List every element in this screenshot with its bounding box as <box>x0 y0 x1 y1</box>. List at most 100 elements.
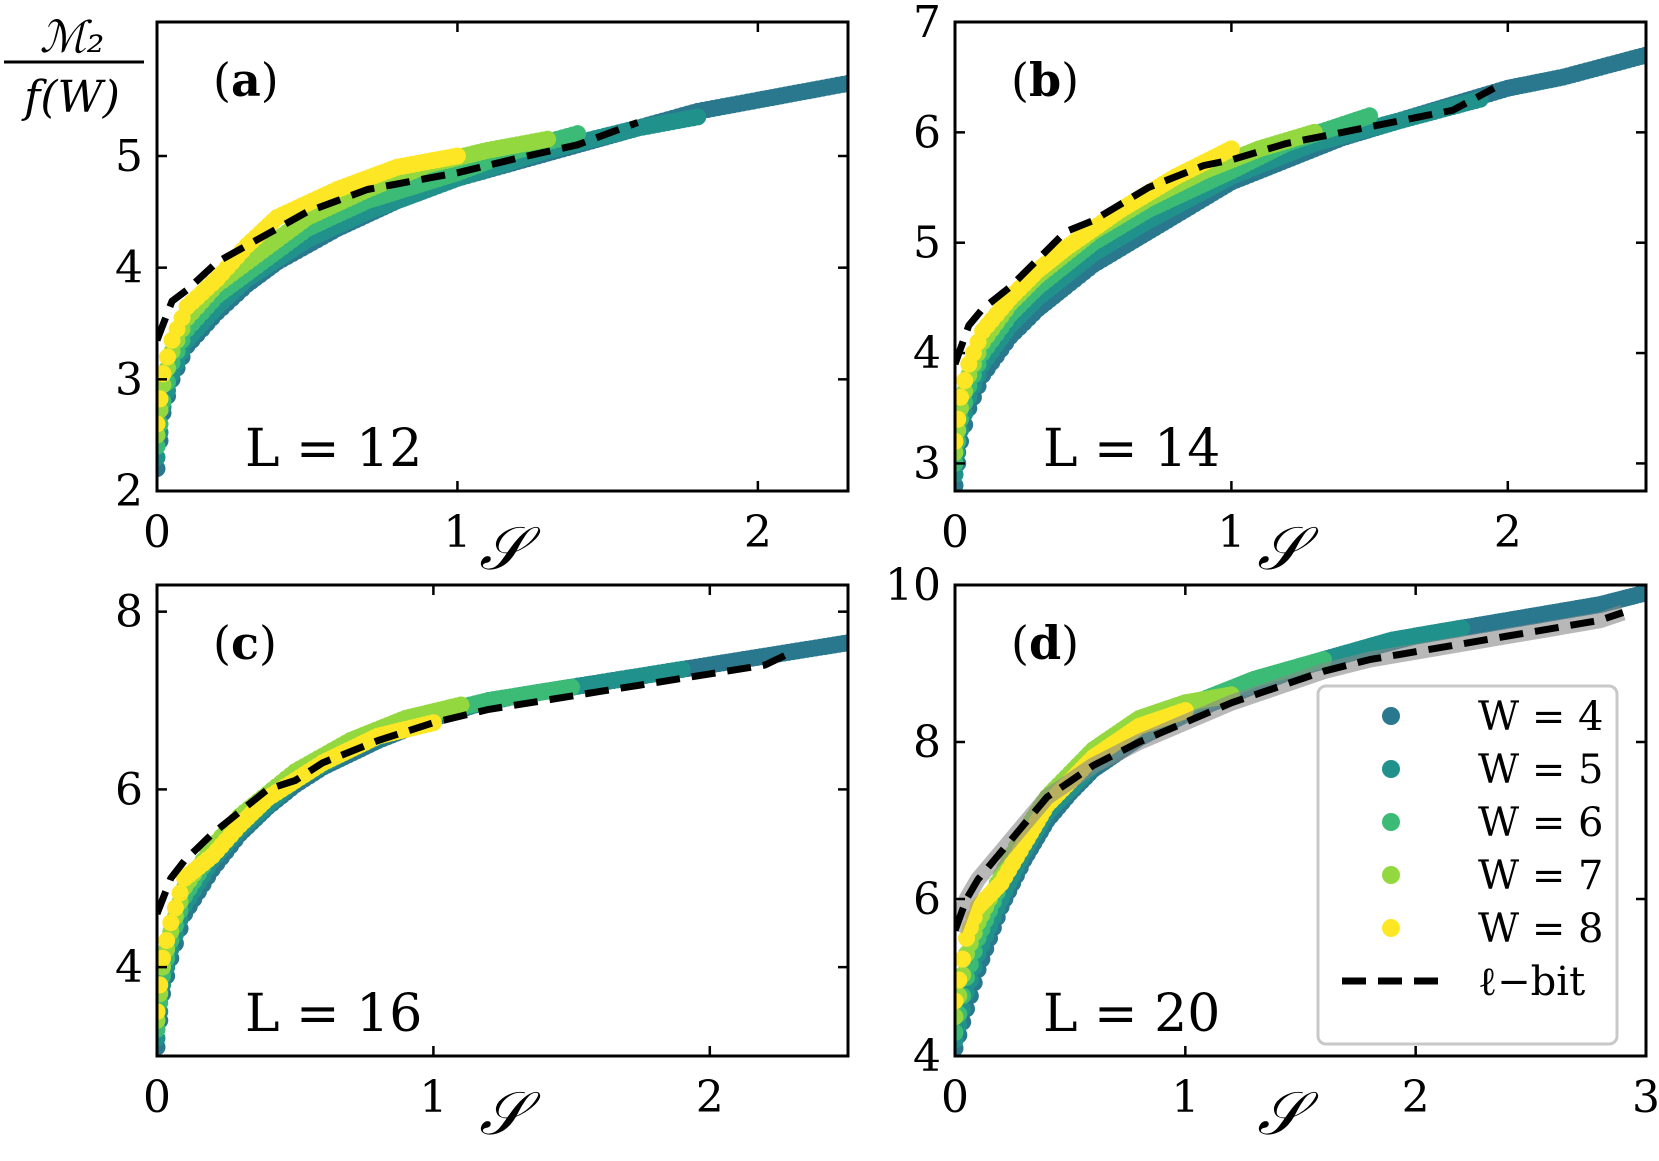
x-tick-label: 1 <box>419 1072 447 1123</box>
data-point <box>955 432 964 450</box>
panel-tag: (b) <box>1011 53 1079 107</box>
legend-entry: W = 7 <box>1382 853 1604 899</box>
data-point <box>157 1003 166 1021</box>
y-axis-label: ℳ₂ f(W) <box>4 12 144 123</box>
x-axis-label: 𝒮 <box>479 1079 541 1149</box>
data-point <box>955 388 970 406</box>
y-tick-label: 6 <box>115 764 143 815</box>
y-tick-label: 4 <box>913 328 941 379</box>
plot-area <box>157 74 848 478</box>
x-tick-label: 0 <box>941 1072 969 1123</box>
legend-entry: W = 4 <box>1382 694 1604 740</box>
system-size-label: L = 20 <box>1043 984 1220 1044</box>
x-tick-label: 2 <box>744 507 772 558</box>
legend-entries: W = 4 W = 5 W = 6 W = 7 W = 8 ℓ−bit <box>1342 694 1604 1005</box>
y-tick-label: 4 <box>913 1031 941 1082</box>
legend-marker <box>1382 760 1400 778</box>
x-tick-label: 0 <box>143 1072 171 1123</box>
data-point <box>955 950 972 968</box>
y-tick-label: 8 <box>115 587 143 638</box>
data-point <box>158 931 176 949</box>
x-tick-label: 2 <box>1494 507 1522 558</box>
system-size-label: L = 12 <box>245 419 422 479</box>
legend-marker <box>1382 919 1400 937</box>
legend-label: W = 6 <box>1478 800 1604 846</box>
x-tick-label: 1 <box>1217 507 1245 558</box>
plot-area <box>157 634 848 1056</box>
series-w8 <box>157 714 442 1021</box>
y-tick-label: 6 <box>913 107 941 158</box>
x-tick-label: 0 <box>143 507 171 558</box>
legend-marker <box>1382 813 1400 831</box>
data-point <box>539 130 557 148</box>
data-point <box>955 1008 964 1026</box>
data-point <box>157 976 169 994</box>
data-point <box>159 348 177 366</box>
data-point <box>563 678 581 696</box>
panels: 0 1 2 2 3 4 5 𝒮 (a) L = 12 0 1 2 3 4 5 6 7 𝒮 (b) L = 14 0 1 2 4 6… <box>115 0 1659 1149</box>
lbit-curve <box>157 119 639 342</box>
data-point <box>689 108 707 126</box>
y-tick-label: 8 <box>913 717 941 768</box>
data-point <box>157 390 169 408</box>
data-point <box>1637 46 1646 64</box>
y-tick-label: 7 <box>913 0 941 48</box>
legend-label: W = 5 <box>1478 747 1604 793</box>
lbit-curve <box>157 648 795 916</box>
panel-2: 0 1 2 3 4 5 6 7 𝒮 (b) L = 14 <box>913 0 1648 584</box>
data-point <box>157 415 166 433</box>
panel-tag: (c) <box>213 616 277 670</box>
data-point <box>955 971 968 989</box>
data-point <box>452 696 470 714</box>
data-point <box>157 365 172 383</box>
data-point <box>162 914 180 932</box>
data-point <box>673 660 691 678</box>
data-point <box>955 992 964 1010</box>
legend: W = 4 W = 5 W = 6 W = 7 W = 8 ℓ−bit <box>1316 684 1619 1046</box>
data-point <box>448 147 466 165</box>
data-point <box>839 74 848 92</box>
plot-area <box>955 585 1646 1056</box>
system-size-label: L = 14 <box>1043 419 1220 479</box>
data-point <box>171 884 189 902</box>
data-point <box>157 949 172 967</box>
ylabel-numerator: ℳ₂ <box>40 12 105 63</box>
x-axis-label: 𝒮 <box>479 514 541 584</box>
x-axis-label: 𝒮 <box>1257 1079 1319 1149</box>
y-tick-label: 2 <box>115 466 143 517</box>
legend-entry: W = 6 <box>1382 800 1604 846</box>
x-tick-label: 2 <box>696 1072 724 1123</box>
panel-tag: (a) <box>213 53 279 107</box>
panel-3: 0 1 2 4 6 8 𝒮 (c) L = 16 <box>115 583 850 1149</box>
legend-entry: W = 5 <box>1382 747 1604 793</box>
y-tick-label: 5 <box>913 218 941 269</box>
x-tick-label: 1 <box>443 507 471 558</box>
data-point <box>1222 140 1240 158</box>
axes-frame <box>155 583 850 1058</box>
y-tick-label: 4 <box>115 243 143 294</box>
x-tick-label: 0 <box>941 507 969 558</box>
legend-entry: W = 8 <box>1382 906 1604 952</box>
y-tick-label: 10 <box>885 560 941 611</box>
y-tick-label: 6 <box>913 874 941 925</box>
legend-marker <box>1382 866 1400 884</box>
x-tick-label: 3 <box>1632 1072 1659 1123</box>
legend-label: W = 8 <box>1478 906 1604 952</box>
y-tick-label: 3 <box>913 438 941 489</box>
data-point <box>955 1023 964 1041</box>
axes-frame <box>953 20 1648 493</box>
data-point <box>569 125 587 143</box>
y-tick-label: 3 <box>115 354 143 405</box>
panel-4: 0 1 2 3 4 6 8 10 𝒮 (d) L = 20 <box>885 560 1659 1149</box>
lbit-curve <box>955 609 1625 932</box>
axes-frame <box>155 20 850 493</box>
axes-frame <box>953 583 1648 1058</box>
legend-label: ℓ−bit <box>1478 959 1585 1005</box>
legend-marker <box>1382 707 1400 725</box>
legend-label: W = 4 <box>1478 694 1604 740</box>
data-point <box>1453 619 1471 637</box>
x-tick-label: 1 <box>1171 1072 1199 1123</box>
data-point <box>1361 107 1379 125</box>
ylabel-denominator: f(W) <box>21 72 120 123</box>
